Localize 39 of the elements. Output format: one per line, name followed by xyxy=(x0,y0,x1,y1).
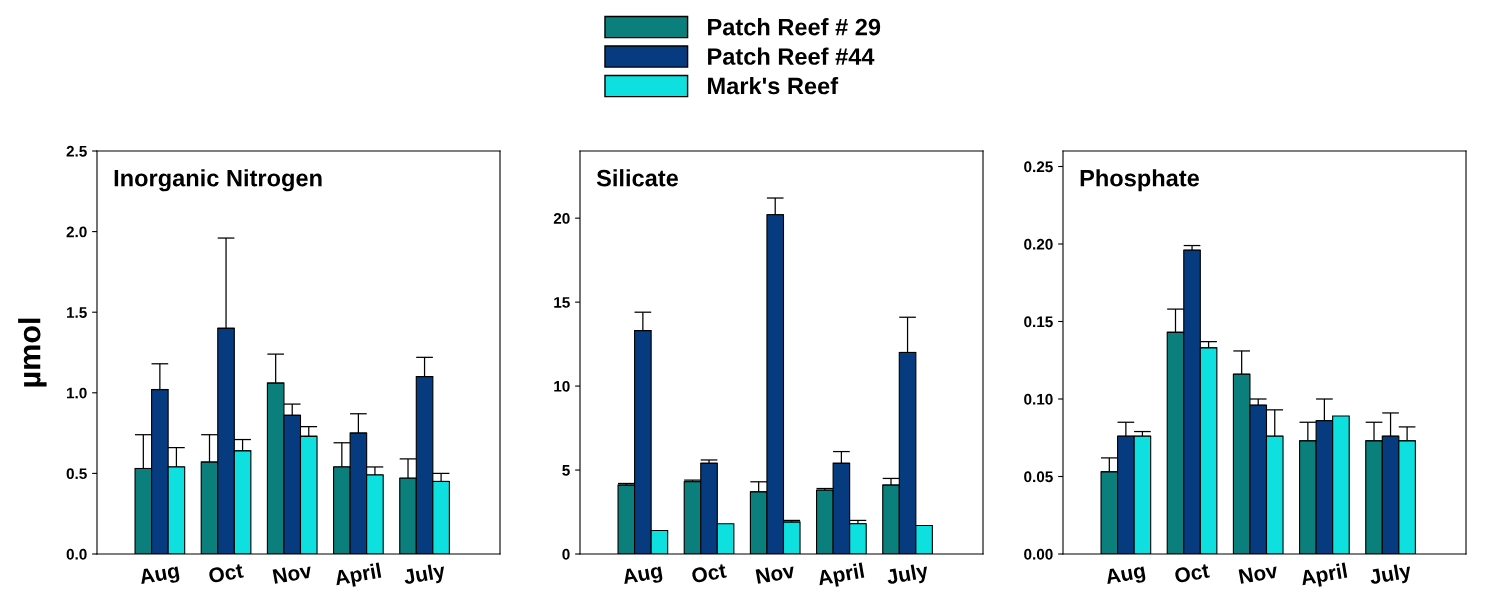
y-tick-label: 0.5 xyxy=(66,468,87,480)
y-tick-label: 15 xyxy=(554,297,570,308)
y-tick-label: 0.05 xyxy=(1024,471,1053,483)
x-tick-label: Aug xyxy=(1104,563,1147,589)
x-tick-label: April xyxy=(1299,562,1348,590)
y-tick-label: 5 xyxy=(562,465,570,476)
y-tick-label: 0 xyxy=(562,548,570,560)
x-tick-label: Oct xyxy=(1174,562,1210,584)
y-tick-label: 1.5 xyxy=(67,307,87,318)
legend-label: Patch Reef #44 xyxy=(708,47,875,65)
y-tick-label: 20 xyxy=(553,213,570,224)
x-tick-label: April xyxy=(333,562,382,590)
text: Inorganic Nitrogen xyxy=(114,169,322,192)
y-axis-title: µmol xyxy=(18,318,47,387)
x-tick-label: July xyxy=(885,562,930,589)
x-tick-label: Nov xyxy=(272,563,313,584)
y-tick-label: 0.20 xyxy=(1024,238,1053,250)
x-tick-label: Aug xyxy=(621,563,664,589)
x-tick-label: Oct xyxy=(208,562,244,584)
x-tick-label: Nov xyxy=(1238,563,1279,584)
y-tick-label: 10 xyxy=(554,380,570,392)
y-tick-label: 1.0 xyxy=(67,387,87,399)
y-tick-label: 0.0 xyxy=(66,548,87,560)
y-tick-label: 2.5 xyxy=(66,145,87,157)
y-tick-label: 0.00 xyxy=(1024,548,1053,560)
legend-label: Patch Reef # 29 xyxy=(708,18,881,36)
y-tick-label: 0.10 xyxy=(1024,393,1053,405)
y-tick-label: 2.0 xyxy=(66,226,87,238)
y-tick-label: 0.25 xyxy=(1024,161,1053,173)
x-tick-label: Nov xyxy=(755,563,796,584)
x-tick-label: Aug xyxy=(138,563,181,589)
legend-label: Mark's Reef xyxy=(708,76,839,95)
text: Phosphate xyxy=(1080,169,1200,192)
x-tick-label: July xyxy=(1368,562,1413,589)
x-tick-label: April xyxy=(816,562,865,590)
x-tick-label: July xyxy=(402,562,447,589)
x-tick-label: Oct xyxy=(691,562,727,584)
y-tick-label: 0.15 xyxy=(1024,316,1053,328)
text: Silicate xyxy=(596,169,678,187)
